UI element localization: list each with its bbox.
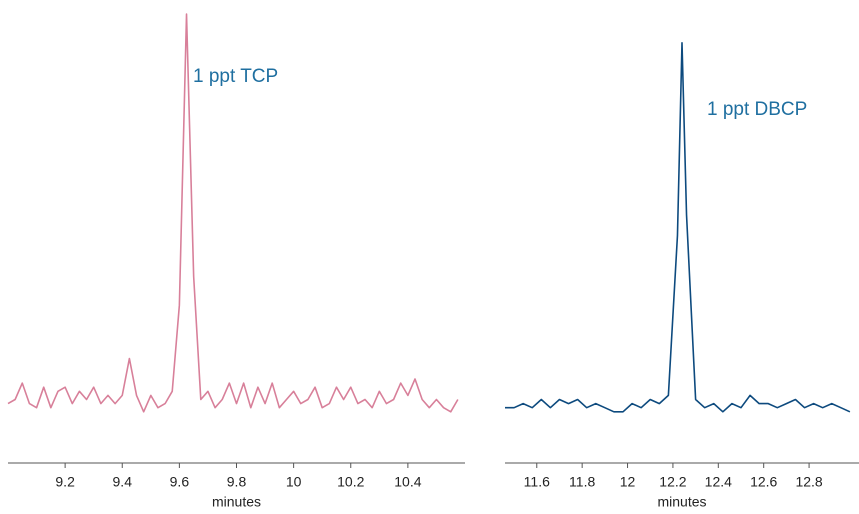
x-tick-label: 10: [286, 474, 302, 490]
x-tick-label: 12.2: [659, 474, 686, 490]
chromatogram-trace: [505, 42, 851, 413]
x-tick-label: 12.6: [750, 474, 777, 490]
x-axis-label: minutes: [657, 494, 706, 510]
x-tick-label: 12: [620, 474, 636, 490]
chromatogram-trace: [7, 13, 459, 413]
x-tick-label: 11.6: [524, 474, 550, 490]
x-tick-label: 12.4: [705, 474, 732, 490]
x-tick-label: 11.8: [569, 474, 595, 490]
annotation: 1 ppt TCP: [193, 66, 278, 87]
annotation: 1 ppt DBCP: [707, 99, 807, 120]
x-tick-label: 12.8: [795, 474, 822, 490]
x-tick-label: 9.6: [170, 474, 190, 490]
x-tick-label: 9.4: [113, 474, 133, 490]
x-tick-label: 9.2: [55, 474, 75, 490]
x-tick-label: 10.4: [394, 474, 421, 490]
x-tick-label: 10.2: [337, 474, 364, 490]
x-tick-label: 9.8: [227, 474, 247, 490]
x-axis-label: minutes: [212, 494, 261, 510]
